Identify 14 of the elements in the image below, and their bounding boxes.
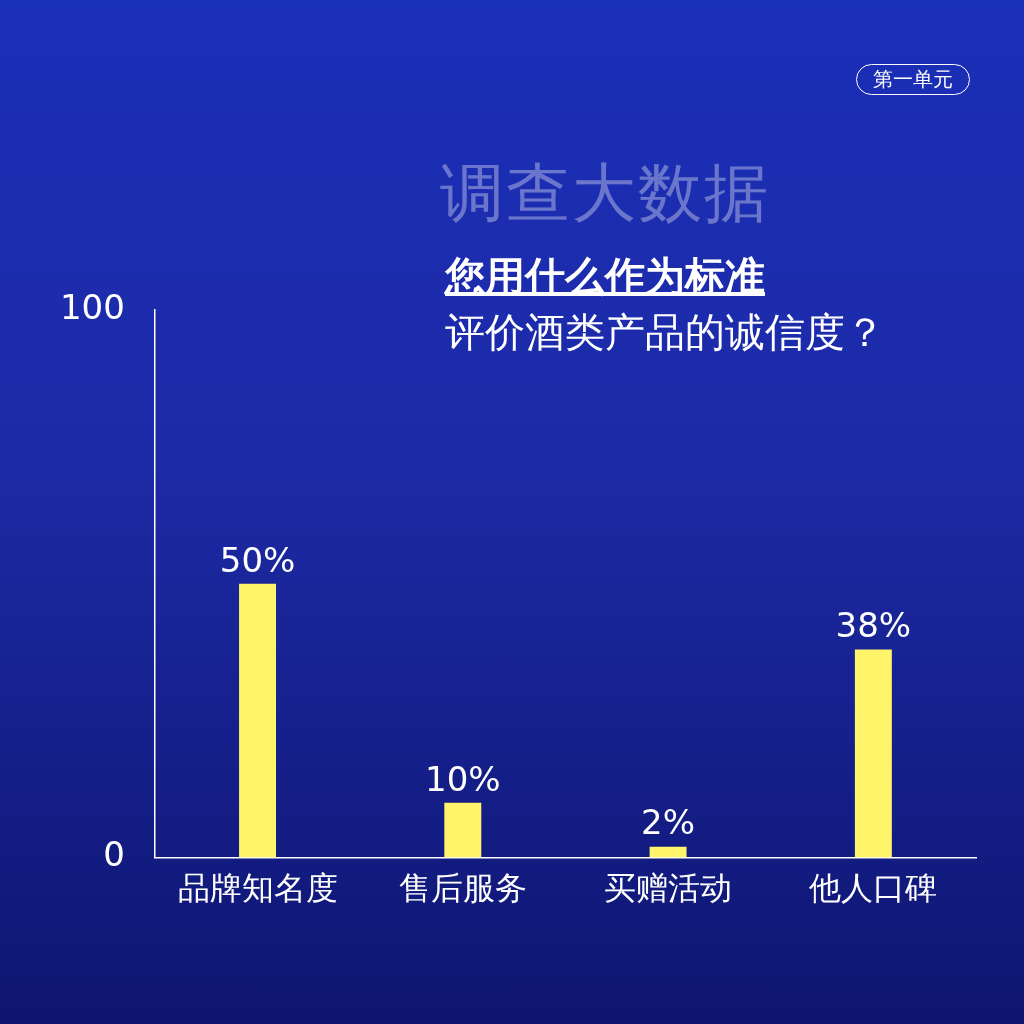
data-label: 38% — [835, 605, 912, 646]
text: 第一单元 — [856, 64, 970, 95]
data-label: 10% — [425, 758, 501, 799]
chart-title: 调查大数据 — [440, 155, 770, 232]
data-label: 2% — [641, 802, 696, 843]
x-tick-label: 品牌知名度 — [177, 869, 338, 908]
x-tick-label: 买赠活动 — [604, 869, 733, 908]
y-tick-label: 0 — [103, 834, 125, 875]
y-tick-label: 100 — [59, 286, 125, 327]
x-tick-label: 售后服务 — [398, 869, 527, 908]
data-label: 50% — [219, 539, 296, 580]
x-tick-label: 他人口碑 — [809, 869, 938, 908]
chart-subtitle: 您用什么作为标准 — [445, 252, 766, 301]
annotation: 评价酒类产品的诚信度？ — [445, 308, 885, 357]
